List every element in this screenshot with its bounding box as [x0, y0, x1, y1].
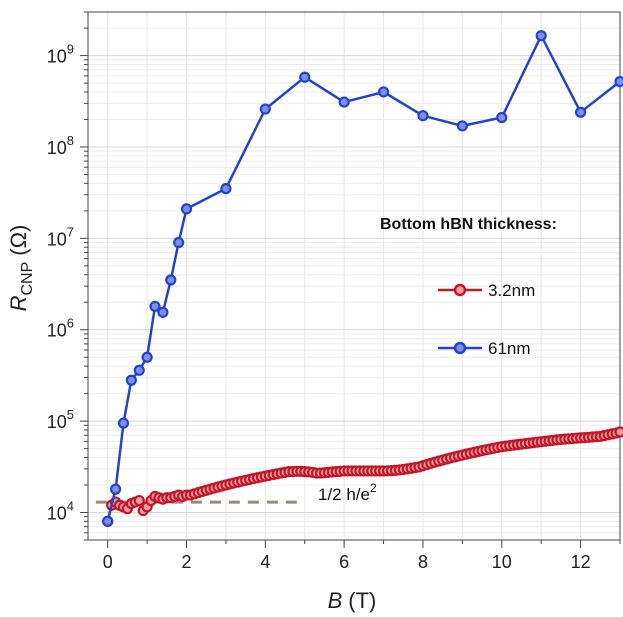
data-point-61nm — [141, 351, 153, 363]
data-point-61nm — [456, 120, 468, 132]
legend-entry-3.2nm: 3.2nm — [438, 281, 535, 300]
data-point-61nm — [338, 96, 350, 108]
data-point-3.2nm — [133, 494, 145, 507]
y-tick-label-base: 10 — [47, 138, 67, 158]
x-tick-label: 8 — [418, 552, 428, 572]
y-tick-label: 105 — [47, 407, 74, 432]
plot-frame — [87, 11, 621, 541]
legend-label-3.2nm: 3.2nm — [488, 281, 535, 300]
y-tick-label-base: 10 — [47, 229, 67, 249]
series-group — [102, 30, 623, 527]
data-point-61nm — [109, 483, 122, 495]
y-tick-label-exponent: 8 — [67, 133, 74, 148]
data-point-61nm — [173, 236, 185, 249]
data-point-61nm — [377, 86, 390, 98]
annotation-label: 1/2 h/e2 — [318, 481, 377, 504]
x-axis-title-unit: (T) — [348, 588, 376, 613]
x-axis-title-symbol: B — [328, 588, 343, 613]
y-tick-label: 107 — [47, 224, 74, 249]
data-point-61nm — [574, 106, 587, 118]
series-line-61nm — [106, 34, 621, 522]
x-tick-label: 6 — [339, 552, 349, 572]
annotation-label-sup: 2 — [370, 481, 377, 495]
data-point-61nm — [180, 203, 193, 215]
data-point-3.2nm — [614, 426, 623, 438]
y-tick-label-base: 10 — [47, 47, 67, 67]
data-point-61nm — [496, 111, 508, 124]
y-axis-title: RCNP (Ω) — [6, 225, 36, 312]
data-point-61nm — [259, 103, 271, 115]
y-tick-label-base: 10 — [47, 321, 67, 341]
series-3.2nm — [102, 426, 623, 527]
y-axis-title-unit: (Ω) — [6, 225, 31, 256]
data-point-61nm — [535, 30, 547, 42]
y-tick-label-exponent: 7 — [67, 224, 74, 239]
y-tick-label: 108 — [47, 133, 74, 158]
x-tick-label: 12 — [571, 552, 591, 572]
data-point-61nm — [149, 300, 161, 313]
y-tick-label-exponent: 4 — [67, 498, 74, 513]
data-point-61nm — [165, 274, 177, 286]
y-tick-label: 109 — [47, 42, 74, 67]
y-tick-label-base: 10 — [47, 503, 67, 523]
data-point-61nm — [220, 183, 232, 195]
legend-entry-61nm: 61nm — [438, 339, 531, 358]
data-point-61nm — [133, 364, 145, 376]
x-tick-label: 0 — [103, 552, 113, 572]
x-tick-label: 2 — [182, 552, 192, 572]
x-tick-label: 4 — [260, 552, 270, 572]
x-tick-label: 10 — [492, 552, 512, 572]
annotation-label-main: 1/2 h/e — [318, 485, 370, 504]
y-tick-label: 106 — [47, 316, 74, 341]
y-tick-label-exponent: 6 — [67, 316, 74, 331]
y-tick-label-exponent: 5 — [67, 407, 74, 422]
data-point-61nm — [157, 306, 169, 318]
data-point-61nm — [125, 374, 137, 386]
legend-label-61nm: 61nm — [488, 339, 531, 358]
legend-title: Bottom hBN thickness: — [380, 216, 557, 233]
data-point-61nm — [299, 71, 311, 83]
data-point-61nm — [102, 515, 114, 527]
legend-marker-61nm — [453, 341, 467, 355]
y-axis-title-symbol: R — [6, 295, 31, 311]
legend-marker-3.2nm — [453, 283, 467, 297]
series-61nm — [102, 30, 623, 527]
data-point-61nm — [614, 75, 623, 88]
y-tick-label: 104 — [47, 498, 74, 523]
y-tick-label-exponent: 9 — [67, 42, 74, 57]
y-axis-title-subscript: CNP — [19, 262, 36, 296]
y-tick-label-base: 10 — [47, 412, 67, 432]
data-point-61nm — [117, 417, 130, 429]
x-axis-title: B (T) — [328, 588, 377, 613]
data-point-61nm — [417, 110, 429, 122]
